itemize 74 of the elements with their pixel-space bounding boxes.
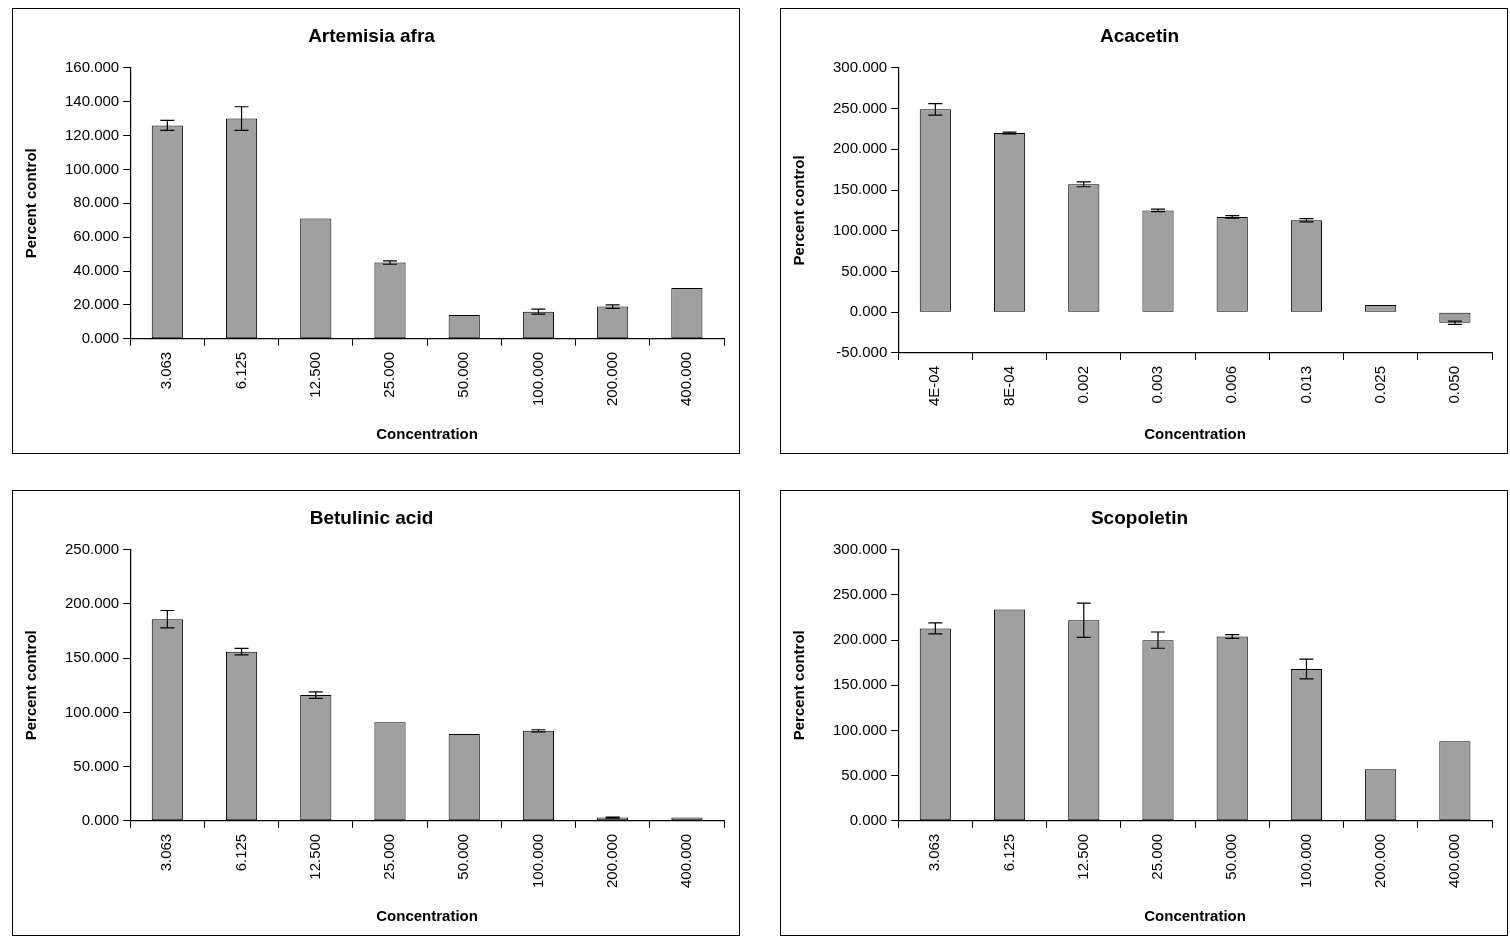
chart-title: Artemisia afra	[308, 24, 436, 46]
y-axis-title: Percent control	[22, 630, 40, 741]
x-tick-label: 400.000	[1445, 833, 1463, 889]
y-tick-label: 250.000	[64, 539, 120, 557]
x-axis-title: Concentration	[376, 907, 478, 925]
y-tick-label: 200.000	[832, 630, 888, 648]
x-tick-label: 12.500	[305, 351, 323, 398]
y-tick-label: 150.000	[64, 648, 120, 666]
y-tick-label: 200.000	[64, 594, 120, 612]
x-tick-label: 12.500	[1073, 833, 1091, 880]
x-tick-label: 8E-04	[999, 365, 1017, 406]
x-tick-label: 3.063	[157, 351, 175, 390]
y-tick-label: 0.000	[81, 328, 120, 346]
y-tick-label: 150.000	[832, 675, 888, 693]
x-axis-title: Concentration	[1144, 907, 1246, 925]
y-tick-label: 50.000	[73, 756, 120, 774]
y-tick-label: 80.000	[73, 193, 120, 211]
x-tick-label: 100.000	[1296, 833, 1314, 889]
x-axis-title: Concentration	[1144, 425, 1246, 443]
x-tick-label: 3.063	[925, 833, 943, 872]
y-tick-label: 40.000	[73, 261, 120, 279]
y-axis-title: Percent control	[790, 630, 808, 741]
y-tick-label: 0.000	[81, 810, 120, 828]
y-tick-label: -50.000	[836, 343, 888, 361]
x-tick-label: 200.000	[1370, 833, 1388, 889]
x-tick-label: 0.006	[1222, 365, 1240, 404]
y-tick-label: 100.000	[832, 220, 888, 238]
y-tick-label: 300.000	[832, 539, 888, 557]
y-tick-label: 150.000	[832, 180, 888, 198]
x-tick-label: 0.013	[1296, 365, 1314, 404]
x-tick-label: 50.000	[454, 833, 472, 880]
y-tick-label: 120.000	[64, 125, 120, 143]
y-tick-label: 100.000	[64, 159, 120, 177]
y-axis-title: Percent control	[790, 155, 808, 266]
x-tick-label: 0.003	[1148, 365, 1166, 404]
y-tick-label: 300.000	[832, 57, 888, 75]
chart-title: Scopoletin	[1090, 506, 1189, 528]
x-tick-label: 50.000	[454, 351, 472, 398]
y-tick-label: 60.000	[73, 227, 120, 245]
x-tick-label: 12.500	[305, 833, 323, 880]
y-tick-label: 0.000	[849, 810, 888, 828]
y-tick-label: 20.000	[73, 295, 120, 313]
x-tick-label: 400.000	[677, 351, 695, 407]
y-tick-label: 0.000	[849, 302, 888, 320]
x-tick-label: 6.125	[231, 833, 249, 872]
x-tick-label: 6.125	[999, 833, 1017, 872]
x-tick-label: 6.125	[231, 351, 249, 390]
x-tick-label: 0.002	[1073, 365, 1091, 404]
chart-title: Betulinic acid	[309, 506, 434, 528]
y-tick-label: 100.000	[832, 720, 888, 738]
y-tick-label: 160.000	[64, 57, 120, 75]
y-tick-label: 100.000	[64, 702, 120, 720]
x-tick-label: 0.050	[1445, 365, 1463, 404]
x-tick-label: 200.000	[602, 351, 620, 407]
y-tick-label: 250.000	[832, 98, 888, 116]
chart-title: Acacetin	[1099, 24, 1180, 46]
y-tick-label: 50.000	[841, 261, 888, 279]
y-tick-label: 200.000	[832, 139, 888, 157]
x-axis-title: Concentration	[376, 425, 478, 443]
x-tick-label: 50.000	[1222, 833, 1240, 880]
y-axis-title: Percent control	[22, 148, 40, 259]
x-tick-label: 4E-04	[925, 365, 943, 406]
x-tick-label: 0.025	[1370, 365, 1388, 404]
y-tick-label: 250.000	[832, 585, 888, 603]
x-tick-label: 25.000	[1148, 833, 1166, 880]
x-tick-label: 400.000	[677, 833, 695, 889]
x-tick-label: 200.000	[602, 833, 620, 889]
x-tick-label: 25.000	[380, 833, 398, 880]
x-tick-label: 25.000	[380, 351, 398, 398]
x-tick-label: 100.000	[528, 351, 546, 407]
y-tick-label: 50.000	[841, 765, 888, 783]
x-tick-label: 3.063	[157, 833, 175, 872]
x-tick-label: 100.000	[528, 833, 546, 889]
y-tick-label: 140.000	[64, 91, 120, 109]
